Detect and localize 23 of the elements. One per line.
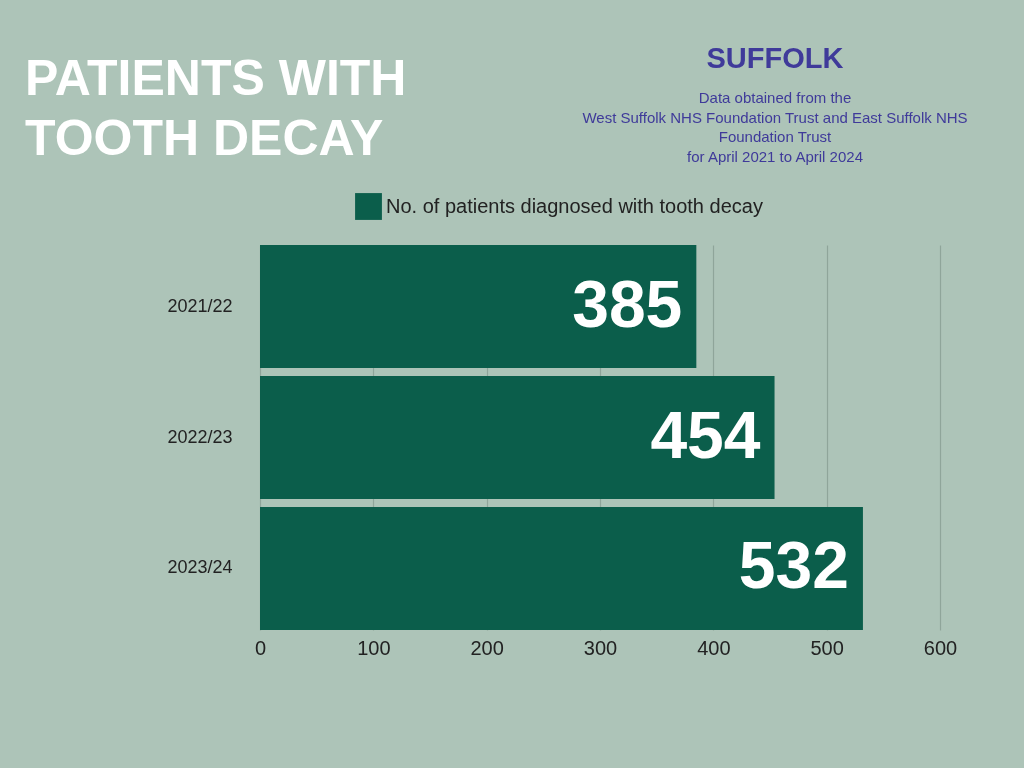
y-tick-label: 2021/22 <box>167 295 233 316</box>
x-tick-label: 0 <box>254 636 267 659</box>
x-tick-label: 100 <box>357 636 391 659</box>
bar <box>260 375 775 500</box>
text: Data obtained from the <box>698 89 852 106</box>
data-label: 385 <box>572 266 683 341</box>
chart-subtitle: SUFFOLK <box>706 42 844 74</box>
text: West Suffolk NHS Foundation Trust and East Suffolk NHS <box>582 108 968 126</box>
y-tick-label: 2023/24 <box>167 557 233 578</box>
x-tick-label: 300 <box>583 636 618 659</box>
chart-title: PATIENTS WITH TOOTH DECAY <box>25 50 407 166</box>
bar <box>260 245 697 369</box>
x-tick-label: 200 <box>470 636 504 659</box>
text: Foundation Trust <box>718 128 833 145</box>
bar <box>260 506 863 630</box>
x-tick-label: 400 <box>697 636 731 659</box>
legend-label: No. of patients diagnosed with tooth decay <box>386 194 763 217</box>
data-label: 454 <box>650 397 761 472</box>
x-tick-label: 600 <box>923 636 958 659</box>
data-label: 532 <box>738 528 849 603</box>
y-tick-label: 2022/23 <box>167 426 233 447</box>
text: for April 2021 to April 2024 <box>687 147 863 165</box>
x-tick-label: 500 <box>810 636 844 659</box>
